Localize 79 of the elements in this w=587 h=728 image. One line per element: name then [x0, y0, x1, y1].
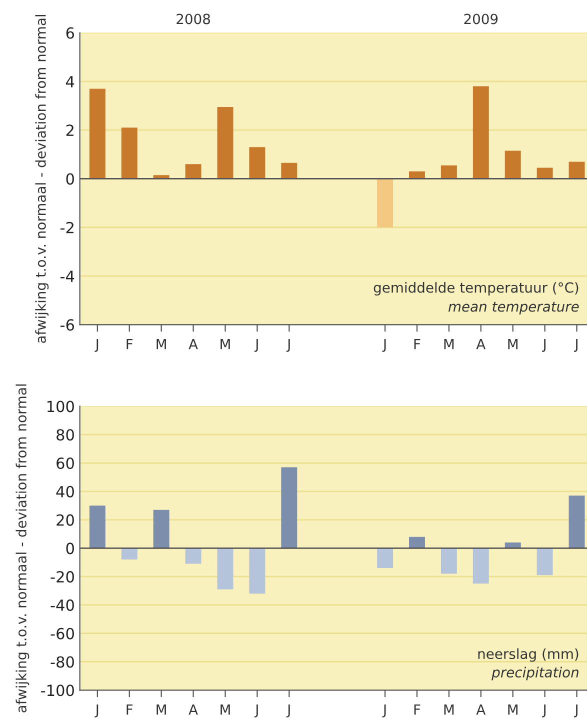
x-tick-label: A	[188, 704, 198, 715]
bar	[185, 164, 202, 179]
x-tick-label: J	[382, 339, 386, 352]
bar	[121, 128, 138, 179]
x-tick-label: M	[508, 704, 518, 715]
x-tick-label: M	[220, 339, 230, 350]
bar	[568, 162, 585, 179]
y-tick-label: -80	[50, 656, 74, 668]
x-tick-label: J	[94, 339, 98, 352]
y-axis-title: afwijking t.o.v. normaal - deviation from normal	[16, 384, 30, 712]
bar	[472, 548, 489, 584]
annotation: precipitation	[492, 666, 578, 680]
y-tick-label: -4	[60, 270, 74, 282]
annotation: neerslag (mm)	[478, 648, 578, 662]
x-tick-label: J	[574, 704, 578, 718]
x-tick-label: M	[444, 704, 454, 715]
y-tick-label: 100	[47, 400, 74, 412]
y-tick-label: -20	[50, 571, 74, 583]
x-tick-label: J	[542, 339, 546, 352]
bar	[121, 548, 138, 560]
bar	[185, 548, 202, 564]
y-tick-label: 60	[56, 457, 74, 470]
y-tick-label: 40	[56, 486, 74, 498]
bar	[536, 168, 553, 179]
bar	[472, 86, 489, 179]
x-tick-label: J	[286, 704, 290, 718]
bar	[217, 106, 234, 179]
bar	[440, 548, 457, 574]
bar	[536, 548, 553, 576]
x-tick-label: M	[156, 339, 166, 350]
bar	[153, 510, 170, 548]
bar	[440, 165, 457, 179]
bar	[217, 548, 234, 590]
y-tick-label: 0	[66, 542, 74, 554]
x-tick-label: M	[156, 704, 166, 715]
y-tick-label: -2	[60, 222, 74, 234]
x-tick-label: J	[254, 704, 258, 718]
annotation: mean temperature	[448, 302, 579, 314]
y-tick-label: 0	[66, 173, 74, 185]
x-tick-label: F	[414, 339, 420, 350]
y-tick-label: -6	[60, 319, 74, 331]
x-tick-label: M	[220, 704, 230, 715]
y-tick-label: -60	[50, 628, 74, 640]
x-tick-label: M	[444, 339, 454, 350]
bar	[281, 162, 298, 179]
y-tick-label: 80	[56, 429, 74, 441]
y-tick-label: 2	[66, 124, 74, 136]
bar	[408, 536, 425, 548]
y-tick-label: 4	[66, 76, 74, 88]
annotation: gemiddelde temperatuur (°C)	[374, 282, 578, 296]
x-tick-label: J	[286, 339, 290, 352]
x-tick-label: F	[414, 704, 420, 715]
bar	[568, 496, 585, 548]
x-tick-label: F	[126, 704, 133, 715]
x-tick-label: A	[188, 339, 198, 350]
bar	[377, 178, 394, 228]
bar	[504, 150, 521, 179]
y-tick-label: -100	[41, 684, 74, 696]
x-tick-label: A	[476, 339, 486, 350]
x-tick-label: J	[542, 704, 546, 718]
bar	[249, 548, 266, 594]
bar	[89, 88, 106, 179]
x-tick-label: J	[574, 339, 578, 352]
x-tick-label: J	[94, 704, 98, 718]
y-axis-title: afwijking t.o.v. normaal - deviation from normal	[35, 14, 49, 343]
text: 2008	[176, 14, 210, 24]
bar	[249, 147, 266, 179]
y-tick-label: 20	[56, 514, 74, 526]
bar	[377, 548, 394, 568]
bar	[281, 467, 298, 548]
x-tick-label: F	[126, 339, 133, 350]
x-tick-label: A	[476, 704, 486, 715]
y-tick-label: 6	[66, 27, 74, 39]
y-tick-label: -40	[50, 599, 74, 611]
x-tick-label: J	[382, 704, 386, 718]
bar	[89, 506, 106, 548]
x-tick-label: M	[508, 339, 518, 350]
x-tick-label: J	[254, 339, 258, 352]
text: 2009	[464, 14, 498, 24]
